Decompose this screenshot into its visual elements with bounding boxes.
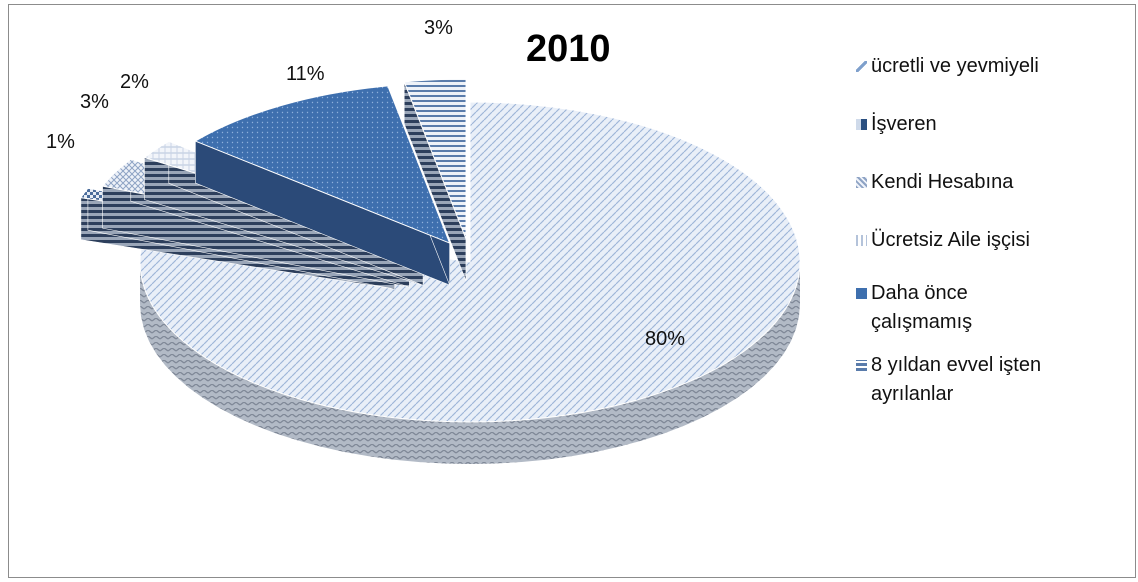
legend-label-line: Kendi Hesabına — [871, 171, 1014, 193]
legend-label-5: 8 yıldan evvel işten ayrılanlar — [871, 351, 1041, 409]
legend-label-0: ücretli ve yevmiyeli — [871, 52, 1039, 81]
legend-label-line: 8 yıldan evvel işten — [871, 354, 1042, 376]
legend-label-line: ücretli ve yevmiyeli — [871, 55, 1039, 77]
legend-entry-3: Ücretsiz Aile işçisi — [856, 226, 1126, 255]
legend-label-4: Daha önce çalışmamış — [871, 279, 972, 337]
legend-label-2: Kendi Hesabına — [871, 168, 1013, 197]
legend-label-line: Ücretsiz Aile işçisi — [871, 229, 1030, 251]
legend-swatch-2 — [856, 177, 867, 188]
legend-label-line: çalışmamış — [871, 311, 973, 333]
legend-swatch-3 — [856, 235, 867, 246]
chart-title: 2010 — [526, 28, 611, 70]
legend-entry-1: İşveren — [856, 110, 1126, 139]
data-label-2: 3% — [80, 91, 109, 113]
data-label-0: 80% — [645, 328, 685, 350]
data-label-4: 11% — [286, 63, 325, 85]
legend-label-line: İşveren — [871, 113, 937, 135]
legend-entry-2: Kendi Hesabına — [856, 168, 1126, 197]
legend-swatch-1 — [856, 119, 867, 130]
legend-entry-5: 8 yıldan evvel işten ayrılanlar — [856, 351, 1126, 409]
legend-entry-0: ücretli ve yevmiyeli — [856, 52, 1126, 81]
data-label-5: 3% — [424, 17, 453, 39]
legend-label-1: İşveren — [871, 110, 937, 139]
legend-label-line: Daha önce — [871, 282, 968, 304]
legend-swatch-4 — [856, 288, 867, 299]
legend-entry-4: Daha önce çalışmamış — [856, 279, 1126, 337]
legend-label-line: ayrılanlar — [871, 383, 954, 405]
legend-swatch-5 — [856, 360, 867, 371]
data-label-1: 1% — [46, 131, 75, 153]
legend: ücretli ve yevmiyeli İşveren Kendi Hesabın… — [856, 52, 1126, 409]
data-label-3: 2% — [120, 71, 149, 93]
pie-slice-4 — [194, 85, 451, 286]
legend-swatch-0 — [856, 61, 867, 72]
pie-slice-5 — [403, 78, 467, 282]
legend-label-3: Ücretsiz Aile işçisi — [871, 226, 1030, 255]
